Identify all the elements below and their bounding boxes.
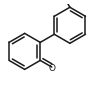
Text: O: O (49, 64, 56, 73)
